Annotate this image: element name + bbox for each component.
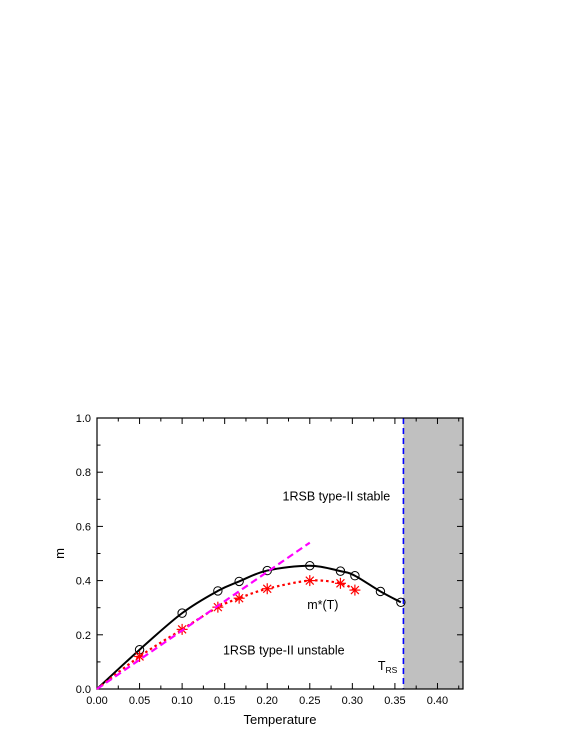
data-point-circle xyxy=(335,566,346,576)
t-rs-main: T xyxy=(378,659,386,673)
x-tick-label: 0.30 xyxy=(342,695,363,707)
data-point-circle xyxy=(375,586,386,597)
x-tick-label: 0.20 xyxy=(257,695,278,707)
data-point-asterisk xyxy=(334,577,346,589)
data-point-circle xyxy=(177,608,187,618)
y-tick-label: 1.0 xyxy=(76,413,91,425)
series-line-1 xyxy=(96,579,356,690)
m-star-label: m*(T) xyxy=(307,598,338,612)
x-tick-label: 0.25 xyxy=(299,695,320,707)
series-line-2 xyxy=(96,541,311,690)
y-tick-label: 0.4 xyxy=(76,576,91,588)
t-rs-label: TRS xyxy=(378,659,398,675)
y-axis-title: m xyxy=(52,548,67,559)
data-point-asterisk xyxy=(233,592,245,604)
x-tick-label: 0.00 xyxy=(86,695,107,707)
data-point-asterisk xyxy=(349,584,361,596)
y-tick-label: 0.8 xyxy=(76,467,91,479)
x-tick-label: 0.35 xyxy=(384,695,405,707)
data-point-circle xyxy=(234,576,244,587)
y-tick-label: 0.2 xyxy=(76,630,91,642)
t-rs-subscript: RS xyxy=(386,665,398,675)
x-tick-label: 0.40 xyxy=(427,695,448,707)
x-axis-title: Temperature xyxy=(244,712,317,727)
stable-region-label: 1RSB type-II stable xyxy=(283,490,391,504)
x-axis-ticks: 0.00 0.05 0.10 0.15 0.20 0.25 0.30 0.35 0.40 xyxy=(86,418,460,707)
y-tick-label: 0.0 xyxy=(76,684,91,696)
data-point-circle xyxy=(350,571,360,581)
data-point-circle xyxy=(213,586,223,596)
unstable-region-label: 1RSB type-II unstable xyxy=(223,643,345,657)
shaded-region xyxy=(403,418,463,689)
y-tick-label: 0.6 xyxy=(76,521,91,533)
data-point-circle xyxy=(396,597,406,607)
x-tick-label: 0.05 xyxy=(129,695,150,707)
x-tick-label: 0.15 xyxy=(214,695,235,707)
x-tick-label: 0.10 xyxy=(171,695,192,707)
data-point-circle xyxy=(262,565,272,576)
data-point-circle xyxy=(305,560,315,571)
data-point-asterisk xyxy=(261,583,273,595)
y-axis-ticks: 0.0 0.2 0.4 0.6 0.8 1.0 xyxy=(76,413,463,696)
series-layer xyxy=(96,541,406,690)
data-point-asterisk xyxy=(134,650,146,662)
data-point-asterisk xyxy=(304,575,316,587)
series-line-0 xyxy=(96,564,402,690)
